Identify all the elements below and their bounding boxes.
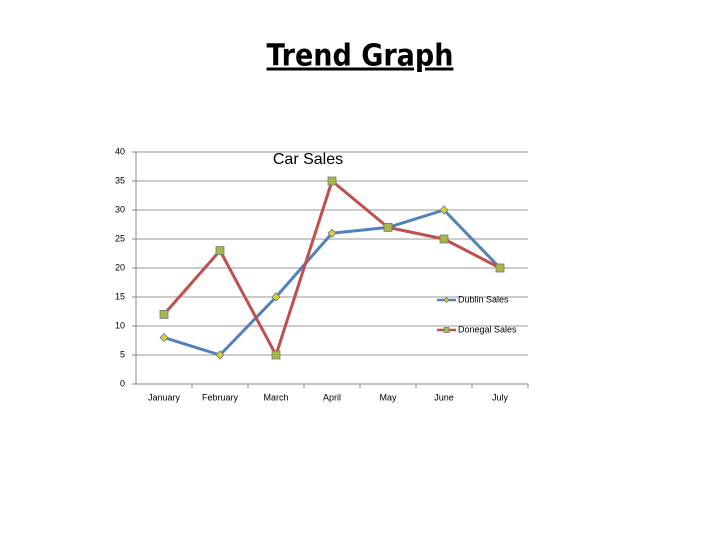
y-tick-label: 5 [120,349,125,359]
marker [439,205,449,215]
x-tick-label: March [263,392,288,402]
y-tick-label: 40 [115,146,125,156]
marker [383,222,393,232]
y-tick-label: 20 [115,262,125,272]
y-tick-label: 0 [120,378,125,388]
chart-title: Car Sales [273,151,343,168]
page-heading: Trend Graph [267,39,454,74]
marker [443,296,450,304]
y-tick-label: 15 [115,291,125,301]
marker [271,292,281,302]
legend-label: Donegal Sales [458,324,517,334]
legend-label: Dublin Sales [458,294,509,304]
x-tick-label: January [148,392,181,402]
marker [495,263,505,273]
marker [443,327,450,333]
marker [439,234,449,244]
x-tick-label: June [434,392,454,402]
marker [215,246,225,256]
y-tick-label: 25 [115,233,125,243]
marker [271,350,281,360]
x-tick-label: April [323,392,341,402]
marker [327,228,337,238]
x-tick-label: July [492,392,509,402]
y-tick-label: 10 [115,320,125,330]
y-tick-label: 35 [115,175,125,185]
marker [327,176,337,186]
y-tick-label: 30 [115,204,125,214]
x-tick-label: May [379,392,397,402]
marker [159,309,169,319]
marker [215,350,225,360]
x-tick-label: February [202,392,239,402]
marker [159,333,169,343]
